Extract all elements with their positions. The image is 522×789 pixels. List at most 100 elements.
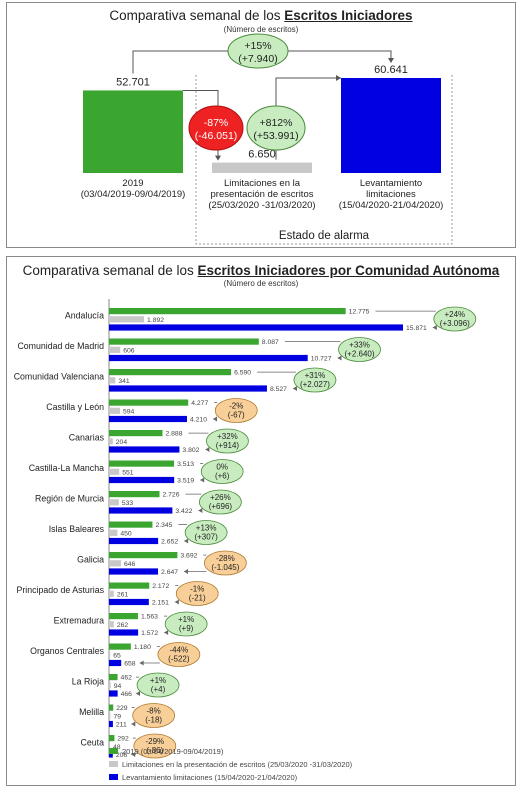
bar — [109, 521, 153, 528]
arrow-head — [292, 386, 297, 391]
arrow-head — [388, 58, 394, 63]
category-label: Comunidad Valenciana — [14, 372, 104, 382]
change-bubble — [227, 33, 289, 69]
value-label: 646 — [124, 561, 136, 568]
category-label: Organos Centrales — [30, 646, 104, 656]
change-bubble — [433, 306, 477, 332]
bar — [109, 629, 139, 636]
legend-label: 2019 (03/04/2019-09/04/2019) — [122, 747, 224, 756]
value-label: 292 — [117, 736, 129, 743]
change-percent: +31% — [305, 371, 326, 380]
change-absolute: (-46.051) — [195, 130, 238, 142]
value-label: 2.172 — [152, 583, 169, 590]
value-label: 2.652 — [161, 539, 178, 546]
bar-limitaciones — [212, 162, 312, 173]
arrow-head — [136, 691, 141, 696]
value-label: 2.345 — [155, 522, 172, 529]
category-label: (25/03/2020 -31/03/2020) — [208, 200, 315, 211]
change-percent: -2% — [229, 402, 243, 411]
change-absolute: (+9) — [179, 624, 194, 633]
value-label: 2.888 — [165, 431, 182, 438]
value-label: 1.180 — [134, 644, 151, 651]
change-percent: -44% — [170, 646, 189, 655]
alarm-period-box — [195, 75, 453, 245]
legend-label: Limitaciones en la presentación de escri… — [122, 760, 353, 769]
change-bubble — [164, 611, 208, 637]
value-label: 551 — [122, 469, 134, 476]
change-percent: +1% — [150, 676, 166, 685]
bar — [109, 438, 113, 445]
bar — [109, 446, 180, 453]
change-bubble — [214, 398, 258, 423]
region-bar-chart: Andalucía 12.775 1.892 15.871 +24%(+3.096) Co… — [14, 299, 477, 782]
region-chart-panel: Comparativa semanal de los Escritos Inic… — [6, 256, 516, 786]
arrow-head — [184, 569, 189, 574]
category-label: Limitaciones en la — [224, 178, 301, 189]
bar — [109, 704, 114, 711]
category-label: Extremadura — [54, 616, 104, 626]
bar — [109, 377, 116, 384]
arrow-head — [336, 75, 341, 81]
change-bubble — [338, 337, 381, 362]
value-label: 6.650 — [248, 149, 276, 161]
summary-chart-panel: Comparativa semanal de los Escritos Inic… — [6, 2, 516, 248]
arrow-head — [215, 155, 221, 161]
arrow-head — [139, 660, 144, 666]
value-label: 341 — [118, 378, 130, 385]
value-label: 206 — [116, 752, 128, 759]
arrow-head — [164, 630, 169, 635]
value-label: 2.151 — [152, 600, 169, 607]
change-absolute: (+2.027) — [300, 380, 330, 389]
value-label: 8.087 — [262, 339, 279, 346]
change-absolute: (-1.045) — [211, 563, 239, 572]
category-label: Comunidad de Madrid — [17, 341, 104, 351]
bar — [109, 468, 120, 475]
bar — [109, 338, 259, 345]
arrow-head — [184, 538, 189, 544]
legend-swatch — [109, 761, 118, 767]
change-absolute: (+3.096) — [440, 319, 470, 328]
change-absolute: (-67) — [228, 411, 245, 420]
value-label: 3.802 — [182, 447, 199, 454]
category-label: Andalucía — [65, 311, 104, 321]
summary-chart-subtitle: (Número de escritos) — [223, 25, 299, 34]
change-percent: -8% — [147, 707, 161, 716]
arrow-head — [212, 416, 217, 422]
change-absolute: (-86) — [146, 746, 163, 755]
category-label: Castilla-La Mancha — [29, 463, 104, 473]
value-label: 3.422 — [175, 508, 192, 515]
category-label: Principado de Asturias — [16, 585, 104, 595]
arrow-head — [200, 477, 205, 483]
bar — [109, 560, 121, 567]
summary-chart-title: Comparativa semanal de los Escritos Inic… — [109, 8, 413, 23]
change-bubble — [203, 550, 247, 576]
region-chart-subtitle: (Número de escritos) — [223, 279, 299, 288]
change-percent: +15% — [244, 40, 271, 52]
bar-levantamiento — [341, 78, 441, 173]
alarm-period-label: Estado de alarma — [279, 230, 370, 242]
change-absolute: (+2.640) — [344, 350, 374, 359]
category-label: Levantamiento — [360, 178, 422, 189]
category-label: presentación de escritos — [211, 189, 314, 200]
value-label: 2.726 — [162, 492, 179, 499]
value-label: 8.527 — [270, 386, 287, 393]
arrow-head — [131, 752, 136, 757]
legend-swatch — [109, 748, 118, 754]
change-percent: +26% — [210, 493, 231, 502]
change-absolute: (+4) — [151, 685, 166, 694]
change-absolute: (-522) — [168, 655, 190, 664]
bar — [109, 316, 145, 323]
value-label: 2.647 — [161, 569, 178, 576]
value-label: 658 — [124, 661, 136, 668]
change-percent: +32% — [217, 432, 238, 441]
bar — [109, 659, 122, 667]
category-label: Melilla — [79, 707, 104, 717]
legend-swatch — [109, 774, 118, 780]
value-label: 3.519 — [177, 478, 194, 485]
bar — [109, 674, 118, 681]
bar — [109, 743, 110, 750]
value-label: 1.563 — [141, 614, 158, 621]
bar — [109, 568, 159, 575]
change-bubble — [184, 520, 228, 545]
bar — [109, 651, 111, 658]
